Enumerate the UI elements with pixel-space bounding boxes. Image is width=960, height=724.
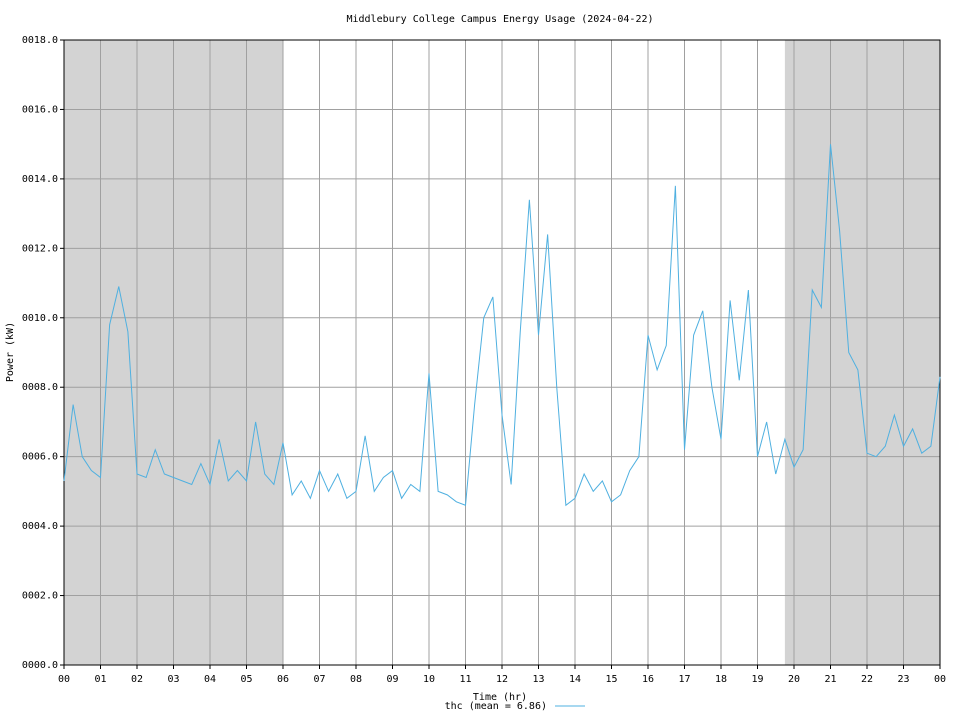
- x-tick-label: 07: [313, 674, 325, 685]
- x-tick-label: 02: [131, 674, 143, 685]
- x-tick-label: 19: [751, 674, 763, 685]
- x-tick-label: 14: [569, 674, 581, 685]
- x-tick-label: 03: [167, 674, 179, 685]
- y-tick-label: 0008.0: [22, 382, 58, 393]
- y-axis-label: Power (kW): [5, 322, 16, 382]
- y-tick-label: 0016.0: [22, 104, 58, 115]
- x-tick-label: 23: [897, 674, 909, 685]
- x-tick-label: 08: [350, 674, 362, 685]
- x-axis-label: Time (hr): [473, 692, 527, 703]
- y-tick-label: 0000.0: [22, 660, 58, 671]
- x-tick-label: 17: [678, 674, 690, 685]
- y-tick-label: 0006.0: [22, 452, 58, 463]
- x-tick-label: 06: [277, 674, 289, 685]
- chart-title: Middlebury College Campus Energy Usage (…: [346, 14, 653, 25]
- x-tick-label: 01: [94, 674, 106, 685]
- y-tick-label: 0002.0: [22, 591, 58, 602]
- x-tick-label: 05: [240, 674, 252, 685]
- x-tick-label: 15: [605, 674, 617, 685]
- x-tick-label: 12: [496, 674, 508, 685]
- x-tick-label: 11: [459, 674, 471, 685]
- x-tick-label: 20: [788, 674, 800, 685]
- x-tick-label: 00: [58, 674, 70, 685]
- shaded-region: [784, 40, 940, 665]
- x-tick-label: 09: [386, 674, 398, 685]
- y-tick-label: 0018.0: [22, 35, 58, 46]
- y-tick-label: 0014.0: [22, 174, 58, 185]
- data-line: [63, 144, 941, 507]
- plot-border: [63, 39, 941, 666]
- legend-label: thc (mean = 6.86): [445, 701, 547, 712]
- y-tick-label: 0010.0: [22, 313, 58, 324]
- y-tick-label: 0004.0: [22, 521, 58, 532]
- x-tick-label: 16: [642, 674, 654, 685]
- y-tick-label: 0012.0: [22, 243, 58, 254]
- x-tick-label: 04: [204, 674, 216, 685]
- x-tick-label: 13: [532, 674, 544, 685]
- x-tick-label: 18: [715, 674, 727, 685]
- x-tick-label: 10: [423, 674, 435, 685]
- x-tick-label: 21: [824, 674, 836, 685]
- x-tick-label: 00: [934, 674, 946, 685]
- x-tick-label: 22: [861, 674, 873, 685]
